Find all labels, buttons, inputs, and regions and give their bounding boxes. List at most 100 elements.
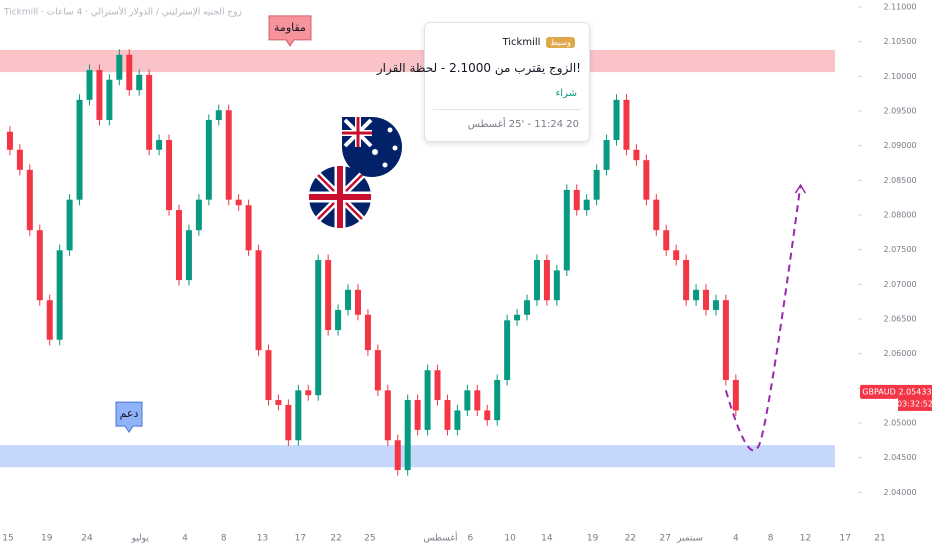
x-tick-label: أغسطس [423,532,457,544]
x-tick-label: 19 [587,534,599,544]
zone-label: دعم [120,407,139,420]
candle-body [484,410,491,421]
candle-body [6,131,13,150]
candle-body [623,99,630,150]
candle-body [374,350,381,391]
candle-body [354,289,361,315]
candle-body [424,370,431,430]
x-tick-label: 19 [41,534,53,544]
candle-body [185,230,192,281]
candle-body [146,74,153,150]
candle-body [215,110,222,120]
idea-card[interactable]: وسيط Tickmill !الزوج يقترب من 2.1000 - ل… [377,22,590,142]
candle-body [136,74,143,91]
candle-body [633,149,640,161]
zone-label: مقاومة [274,21,306,34]
last-price: 2.05433 [898,387,931,396]
candle-body [56,250,63,340]
candle-body [364,314,371,351]
y-tick-label: 2.11000 [883,2,916,11]
candle-body [593,169,600,200]
candle-body [444,400,451,430]
candle-body [96,70,103,120]
x-tick-label: 6 [467,534,473,544]
price-tag-symbol [860,384,898,399]
x-tick-label: 12 [800,534,811,544]
broker: Tickmill [502,37,541,48]
candle-body [643,160,650,200]
candle-body [533,260,540,301]
candle-body [106,79,113,120]
candle-body [663,230,670,251]
candle-body [315,260,322,396]
x-tick-label: 17 [295,534,306,544]
candle-body [335,309,342,331]
symbol: GBPAUD [862,387,896,396]
header-text: Tickmill · زوج الجنيه الإسترليني / الدول… [3,6,242,18]
card-title: !الزوج يقترب من 2.1000 - لحظة القرار [376,61,581,75]
zone [0,445,835,468]
candle-body [394,440,401,471]
candle-body [722,300,729,380]
flag-uk [309,166,371,228]
candle-body [175,210,182,281]
card-head: وسيط Tickmill [502,37,575,48]
candle-body [86,70,93,100]
candle-body [414,400,421,430]
candle-body [195,199,202,231]
candle-body [345,289,352,310]
signal: شراء [555,88,577,99]
x-tick-label: 13 [257,534,268,544]
candle-body [603,140,610,170]
candle-body [305,390,312,396]
callout [115,401,143,434]
x-tick-label: 4 [733,534,739,544]
y-tick-label: 2.07000 [883,280,916,289]
candle-body [275,400,282,405]
candle-body [384,390,391,441]
flag-au [342,117,402,177]
candle-body [295,390,302,441]
candle-body [653,199,660,231]
candle-body [673,250,680,260]
candle-body [494,379,501,421]
candle-body [36,230,43,301]
x-tick-label: سبتمبر [676,534,703,544]
x-tick-label: 22 [625,534,636,544]
y-tick-label: 2.04000 [883,488,916,497]
zone [0,49,835,73]
y-tick-label: 2.05000 [883,418,916,427]
y-tick-label: 2.10500 [883,37,916,46]
badge: وسيط [546,37,575,48]
x-tick-label: 22 [330,534,341,544]
candle-body [116,54,123,80]
x-tick-label: 27 [660,534,671,544]
candle-body [265,350,272,401]
candle-body [156,140,163,150]
x-tick-label: 25 [364,534,375,544]
candle-body [454,410,461,430]
price-axis-bg [858,0,932,550]
y-tick-label: 2.09000 [883,141,916,150]
x-tick-label: 21 [874,534,885,544]
x-tick-label: 8 [768,534,774,544]
price-tag [898,384,932,411]
candle-body [404,400,411,471]
candle-body [474,390,481,411]
candle-body [205,119,212,200]
candle-body [524,300,531,315]
candle-body [76,99,83,200]
y-tick-label: 2.07500 [883,245,916,254]
x-tick-label: 8 [221,534,227,544]
candle-body [543,260,550,301]
candle-body [46,300,53,340]
candle-body [703,289,710,310]
y-tick-label: 2.09500 [883,106,916,115]
candle-body [504,320,511,380]
candle-body [126,54,133,91]
candle-body [434,370,441,401]
y-tick-label: 2.10000 [883,72,916,81]
x-tick-label: 24 [81,534,93,544]
candle-body [235,199,242,206]
